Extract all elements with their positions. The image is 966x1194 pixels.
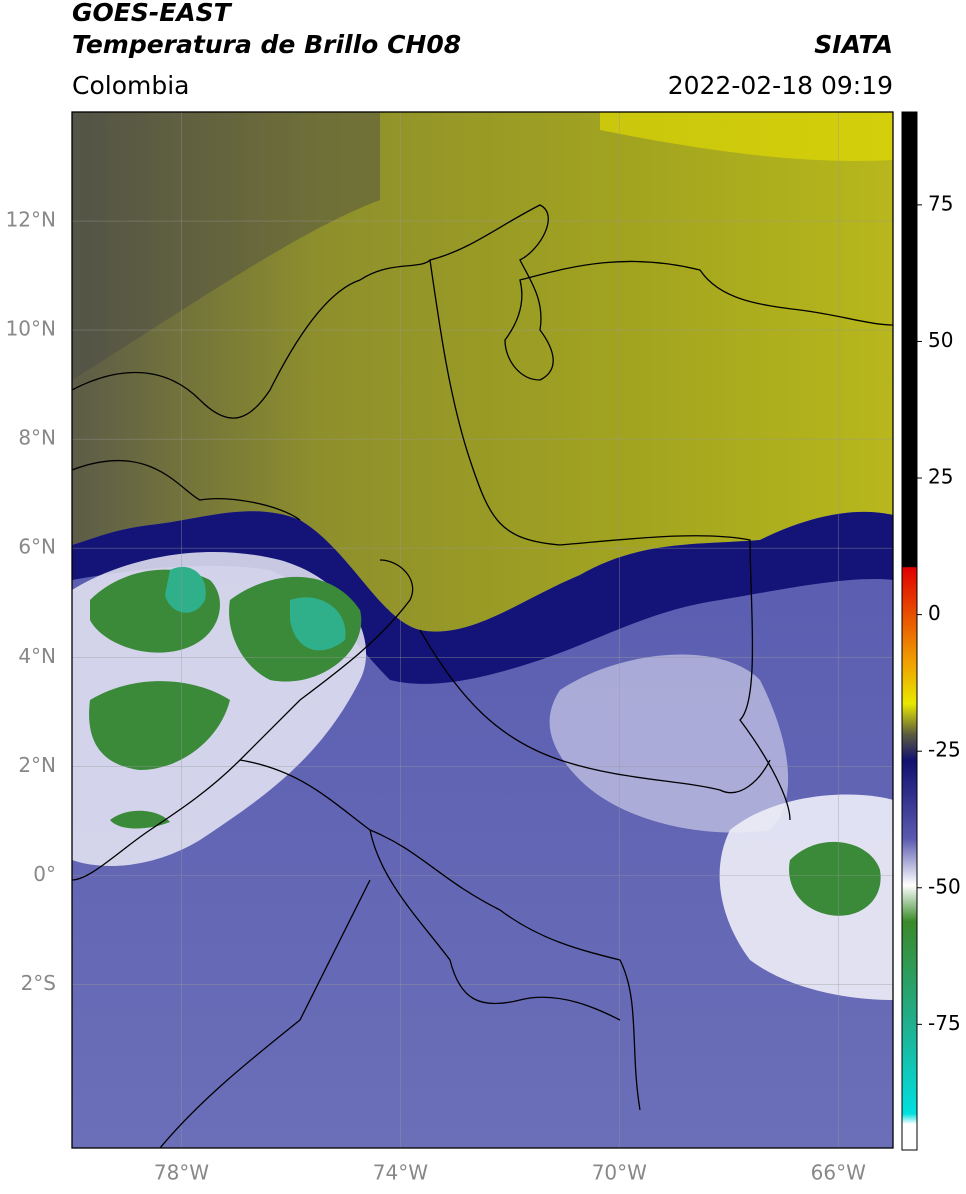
lat-tick-label: 4°N [18,644,56,668]
cold-band [72,511,893,684]
coastline [72,459,414,881]
gray-patch [72,112,380,380]
title-line1: GOES-EAST [72,0,233,27]
title-line2: Temperatura de Brillo CH08 [72,30,461,59]
colorbar-ticks: 75 50 25 0 -25 -50 -75 [917,191,961,1035]
yellow-patch [600,112,893,161]
cloud-white [549,654,789,833]
lon-tick-label: 70°W [592,1161,647,1185]
lat-tick-label: 2°S [21,971,56,995]
lat-tick-label: 0° [33,862,56,886]
cloud-teal [165,566,346,651]
colorbar-tick-label: 0 [928,601,941,625]
axis-labels: 78°W 74°W 70°W 66°W 12°N 10°N 8°N 6°N 4°N 2°N 0° 2°… [6,208,867,1185]
timestamp: 2022-02-18 09:19 [668,71,893,100]
coastline [72,204,893,419]
cloud-green [789,841,881,916]
graticule [72,112,893,1148]
colorbar-tick-label: 25 [928,465,953,489]
lon-tick-label: 74°W [373,1161,428,1185]
lon-tick-label: 78°W [154,1161,209,1185]
lat-tick-label: 2°N [18,753,56,777]
warm-region [72,112,893,632]
lat-tick-label: 12°N [6,208,56,232]
colorbar-tick-label: 50 [928,328,953,352]
colorbar-tick-label: -75 [928,1011,961,1035]
satellite-image [72,112,893,1148]
border [159,259,791,1148]
lat-tick-label: 6°N [18,535,56,559]
source: SIATA [814,30,893,59]
region: Colombia [72,71,189,100]
colorbar-tick-label: 75 [928,191,953,215]
lon-tick-label: 66°W [811,1161,866,1185]
cloud-green [89,569,362,829]
lat-tick-label: 8°N [18,426,56,450]
lat-tick-label: 10°N [6,317,56,341]
colorbar-tick-label: -25 [928,738,961,762]
map-frame [71,111,894,1149]
colorbar [901,111,918,1151]
colorbar-tick-label: -50 [928,874,961,898]
